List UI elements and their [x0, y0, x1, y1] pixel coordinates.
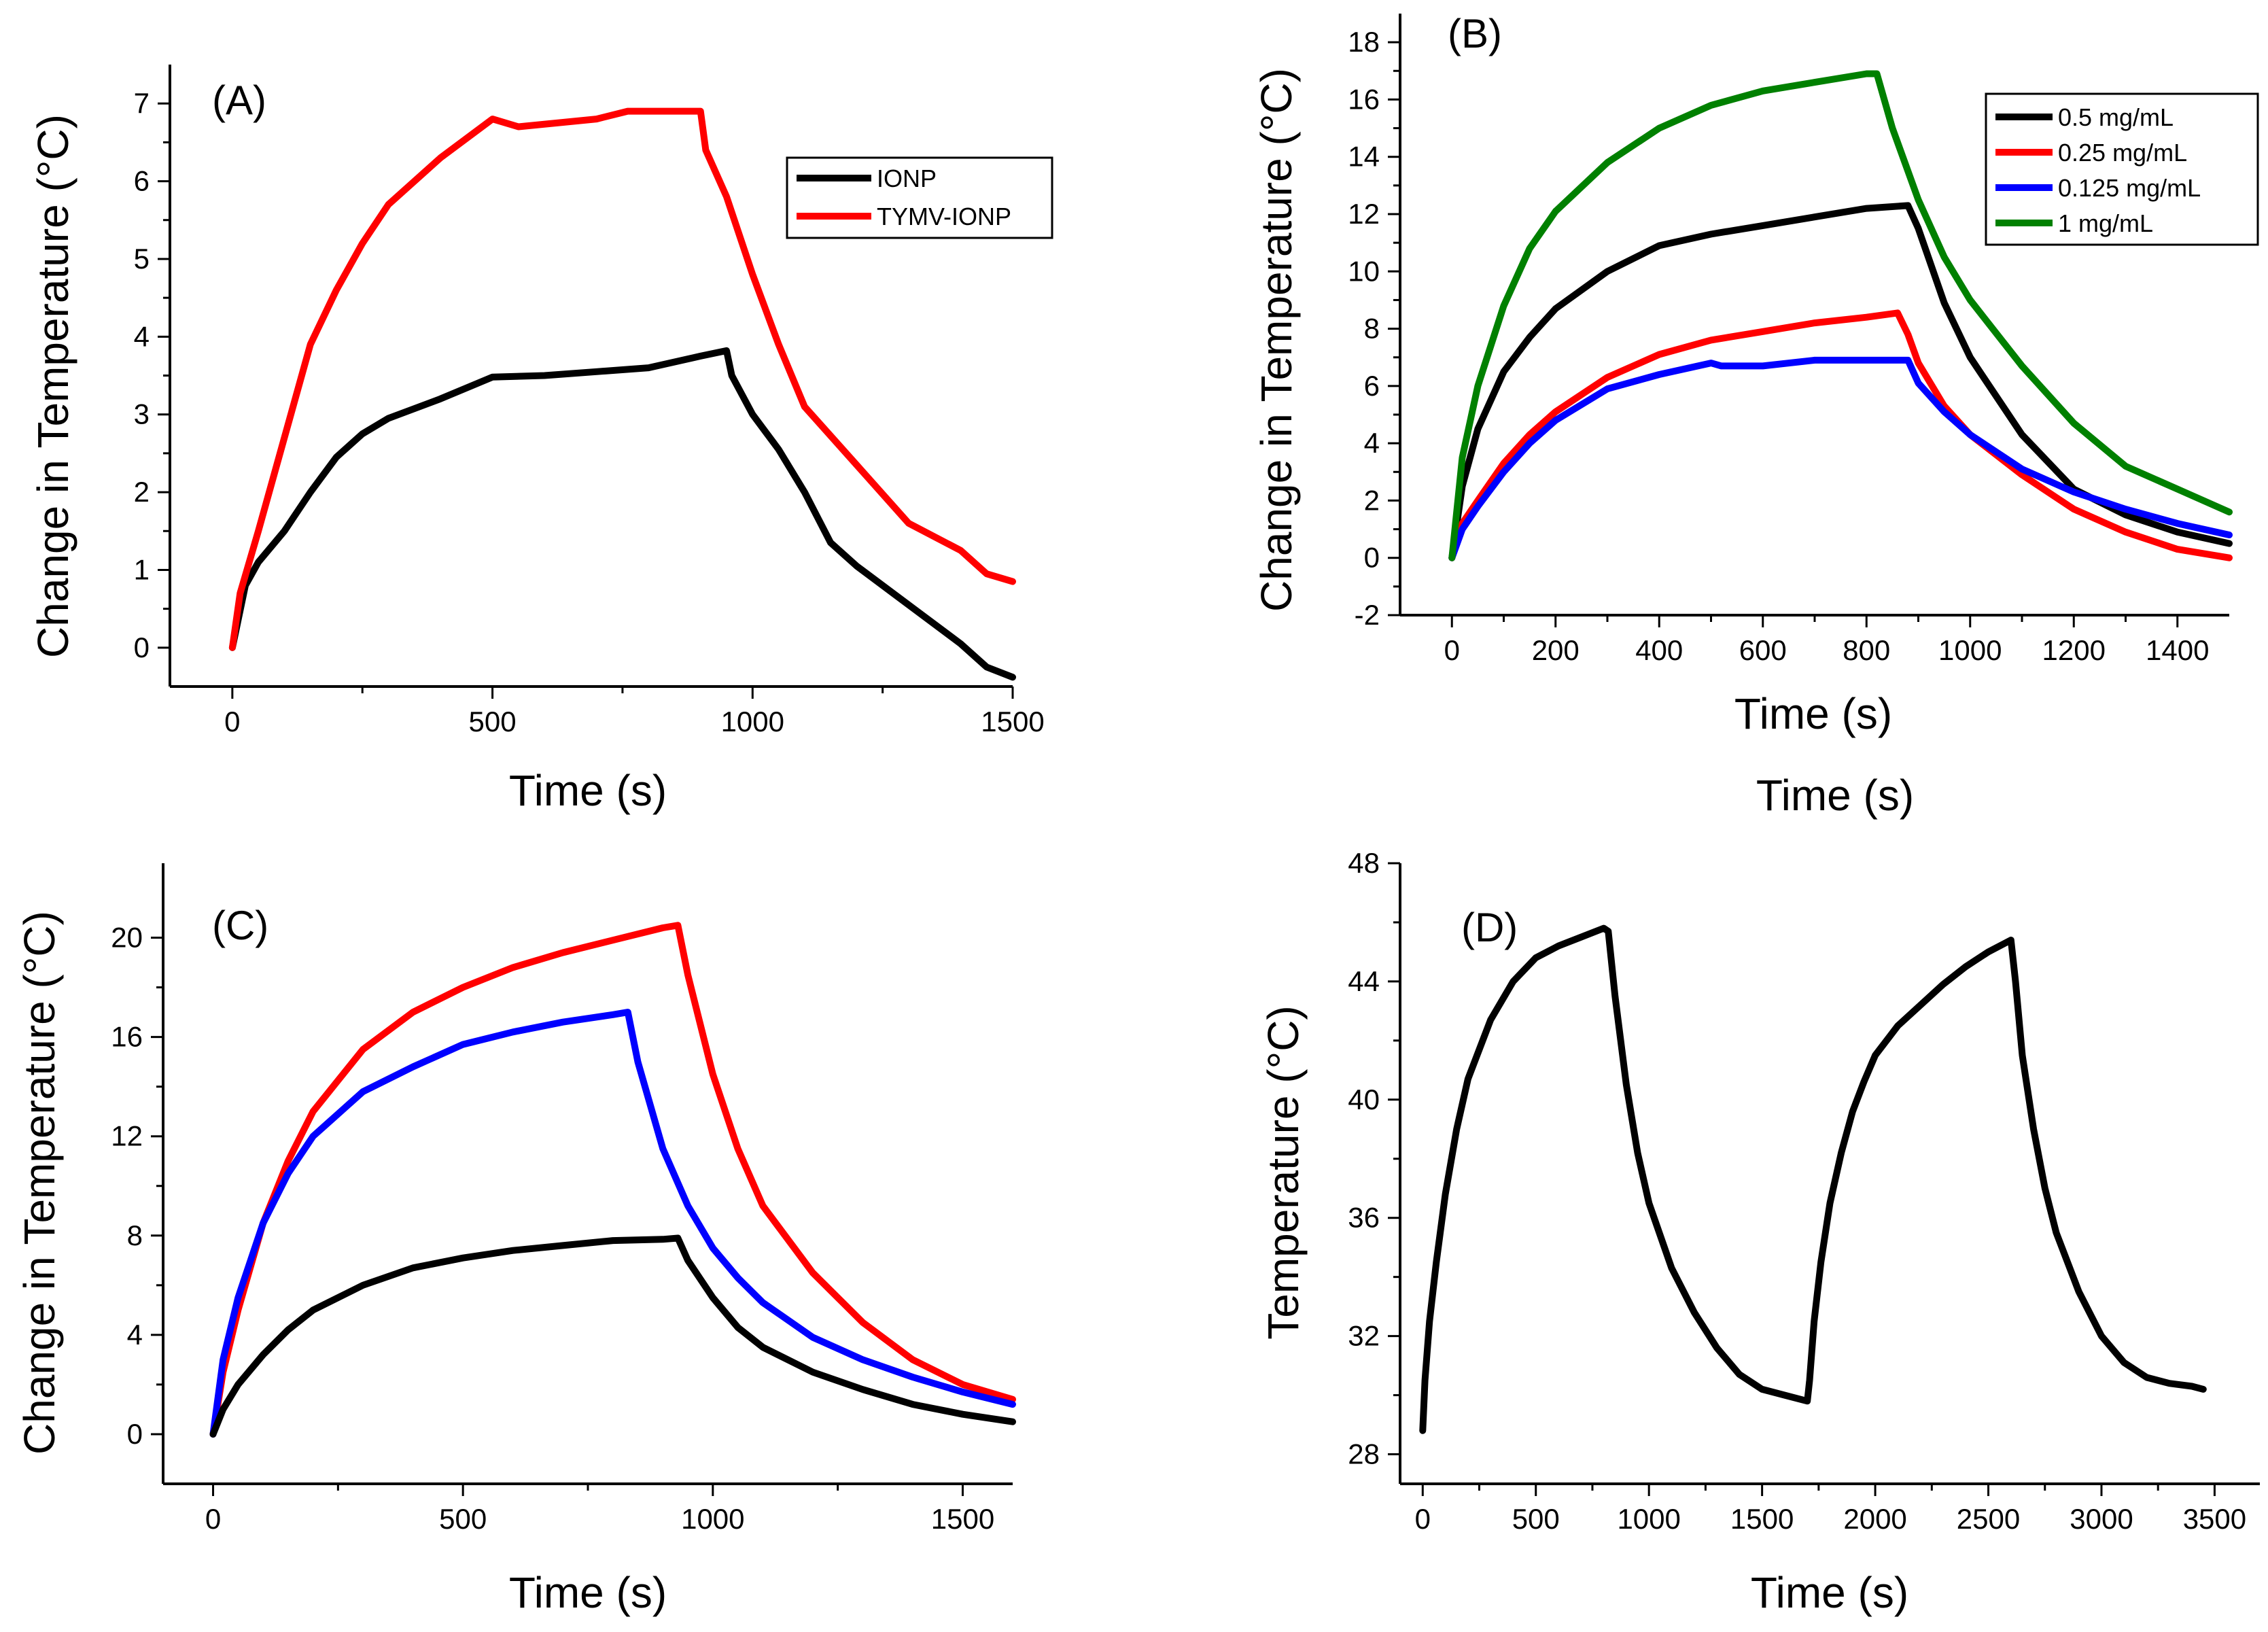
panel-c-series-blue [209, 1009, 1016, 1438]
panel-d-y-tick-label: 36 [1348, 1202, 1380, 1234]
panel-b-y-tick-label: -2 [1355, 599, 1380, 631]
panel-b: (B) Time (s) Time (s) Change in Temperat… [1252, 11, 2259, 820]
panel-a-x-tick-label: 0 [224, 706, 240, 737]
panel-d-series-cycling [1419, 924, 2207, 1434]
panel-a-x-tick-label: 1500 [981, 706, 1044, 737]
panel-d-x-tick-label: 500 [1512, 1503, 1560, 1535]
panel-b-x-axis-title: Time (s) [1734, 689, 1892, 738]
panel-d-y-axis-title: Temperature (°C) [1259, 1005, 1308, 1340]
panel-c-x-tick-label: 0 [205, 1503, 221, 1535]
panel-b-y-tick-label: 6 [1364, 370, 1380, 402]
panel-b-x-tick-label: 1000 [1938, 634, 2002, 666]
panel-a: (A) Time (s) Change in Temperature (°C) … [29, 65, 1053, 815]
panel-a-y-tick-label: 2 [134, 476, 150, 508]
panel-c-y-tick-label: 12 [111, 1120, 143, 1152]
panel-d-x-tick-label: 0 [1415, 1503, 1431, 1535]
panel-c-y-tick-label: 16 [111, 1021, 143, 1053]
legend-label-0-125: 0.125 mg/mL [2058, 174, 2201, 202]
panel-d-y-tick-label: 48 [1348, 847, 1380, 879]
panel-b-y-tick-label: 16 [1348, 83, 1380, 115]
panel-c: (C) Time (s) Change in Temperature (°C) … [15, 863, 1016, 1617]
panel-a-x-tick-label: 1000 [721, 706, 784, 737]
panel-d: (D) Time (s) Temperature (°C) 0 500 1000 15… [1259, 847, 2260, 1617]
panel-a-y-tick-label: 5 [134, 243, 150, 275]
panel-a-label: (A) [212, 77, 266, 123]
panel-c-series-black [209, 1234, 1016, 1438]
panel-c-series-red [209, 922, 1016, 1438]
panel-a-series-group [228, 107, 1016, 681]
panel-b-series-1-mg-ml [1448, 70, 2233, 561]
panel-b-y-tick-label: 14 [1348, 141, 1380, 173]
panel-b-series-group [1448, 70, 2233, 561]
panel-d-y-tick-label: 44 [1348, 965, 1380, 997]
panel-b-y-tick-label: 8 [1364, 313, 1380, 345]
panel-c-x-tick-label: 1000 [681, 1503, 744, 1535]
panel-d-x-tick-label: 2000 [1843, 1503, 1906, 1535]
panel-b-x-tick-label: 800 [1843, 634, 1890, 666]
panel-b-legend: 0.5 mg/mL 0.25 mg/mL 0.125 mg/mL 1 mg/mL [1985, 92, 2259, 246]
legend-label-tymv-ionp: TYMV-IONP [877, 203, 1011, 230]
panel-c-x-tick-label: 500 [439, 1503, 487, 1535]
panel-c-y-tick-label: 0 [127, 1418, 143, 1450]
panel-d-x-tick-label: 1000 [1617, 1503, 1680, 1535]
panel-d-y-tick-label: 40 [1348, 1083, 1380, 1115]
panel-b-x-tick-label: 200 [1532, 634, 1580, 666]
legend-label-ionp: IONP [877, 164, 937, 192]
panel-d-series-group [1419, 924, 2207, 1434]
panel-c-y-tick-label: 8 [127, 1219, 143, 1251]
panel-c-x-tick-label: 1500 [931, 1503, 994, 1535]
panel-a-y-tick-label: 0 [134, 631, 150, 663]
panel-b-label: (B) [1448, 11, 1502, 56]
panel-b-y-tick-label: 12 [1348, 198, 1380, 230]
panel-d-y-tick-label: 32 [1348, 1320, 1380, 1352]
panel-c-y-tick-label: 4 [127, 1319, 143, 1351]
panel-b-y-tick-label: 10 [1348, 255, 1380, 287]
panel-b-y-tick-label: 18 [1348, 26, 1380, 58]
panel-b-x-tick-label: 0 [1444, 634, 1460, 666]
panel-d-x-tick-label: 3500 [2183, 1503, 2246, 1535]
panel-d-x-tick-label: 3000 [2070, 1503, 2133, 1535]
panel-a-y-tick-label: 6 [134, 165, 150, 197]
panel-d-y-tick-label: 28 [1348, 1438, 1380, 1470]
panel-d-x-tick-label: 2500 [1957, 1503, 2020, 1535]
panel-a-legend: IONP TYMV-IONP [786, 156, 1053, 239]
panel-b-y-tick-label: 0 [1364, 542, 1380, 574]
panel-b-y-axis-title: Change in Temperature (°C) [1252, 68, 1301, 612]
legend-label-1: 1 mg/mL [2058, 209, 2153, 237]
panel-a-y-tick-label: 4 [134, 320, 150, 352]
panel-a-series-tymv-ionp [228, 107, 1016, 651]
panel-c-y-axis-title: Change in Temperature (°C) [15, 911, 64, 1455]
panel-a-x-axis-title: Time (s) [509, 766, 667, 815]
panel-b-x-tick-label: 600 [1739, 634, 1787, 666]
panel-b-x-tick-label: 1400 [2146, 634, 2209, 666]
panel-b-y-tick-label: 4 [1364, 427, 1380, 459]
panel-a-legend-box [786, 156, 1053, 239]
panel-a-series-ionp [228, 347, 1016, 681]
panel-c-x-axis-title: Time (s) [509, 1568, 667, 1617]
panel-b-x-tick-label: 400 [1635, 634, 1683, 666]
panel-c-y-tick-label: 20 [111, 922, 143, 954]
panel-a-y-tick-label: 1 [134, 553, 150, 585]
panel-a-x-tick-label: 500 [469, 706, 517, 737]
panel-d-x-axis-title: Time (s) [1751, 1568, 1908, 1617]
panel-a-y-tick-label: 7 [134, 87, 150, 119]
panel-d-x-tick-label: 1500 [1730, 1503, 1794, 1535]
panel-c-label: (C) [212, 903, 268, 948]
panel-b-x-tick-label: 1200 [2042, 634, 2106, 666]
panel-b-series-0-125-mg-ml [1448, 356, 2233, 561]
panel-c-series-group [209, 922, 1016, 1438]
panel-b-extra-caption: Time (s) [1756, 771, 1914, 820]
legend-label-0-25: 0.25 mg/mL [2058, 139, 2187, 167]
panel-d-label: (D) [1461, 905, 1518, 950]
panel-b-series-0-25-mg-ml [1448, 309, 2233, 561]
legend-label-0-5: 0.5 mg/mL [2058, 103, 2174, 131]
panel-a-y-tick-label: 3 [134, 398, 150, 430]
panel-b-series-0-5-mg-ml [1448, 202, 2233, 561]
panel-a-y-axis-title: Change in Temperature (°C) [29, 114, 77, 658]
panel-b-y-tick-label: 2 [1364, 484, 1380, 516]
